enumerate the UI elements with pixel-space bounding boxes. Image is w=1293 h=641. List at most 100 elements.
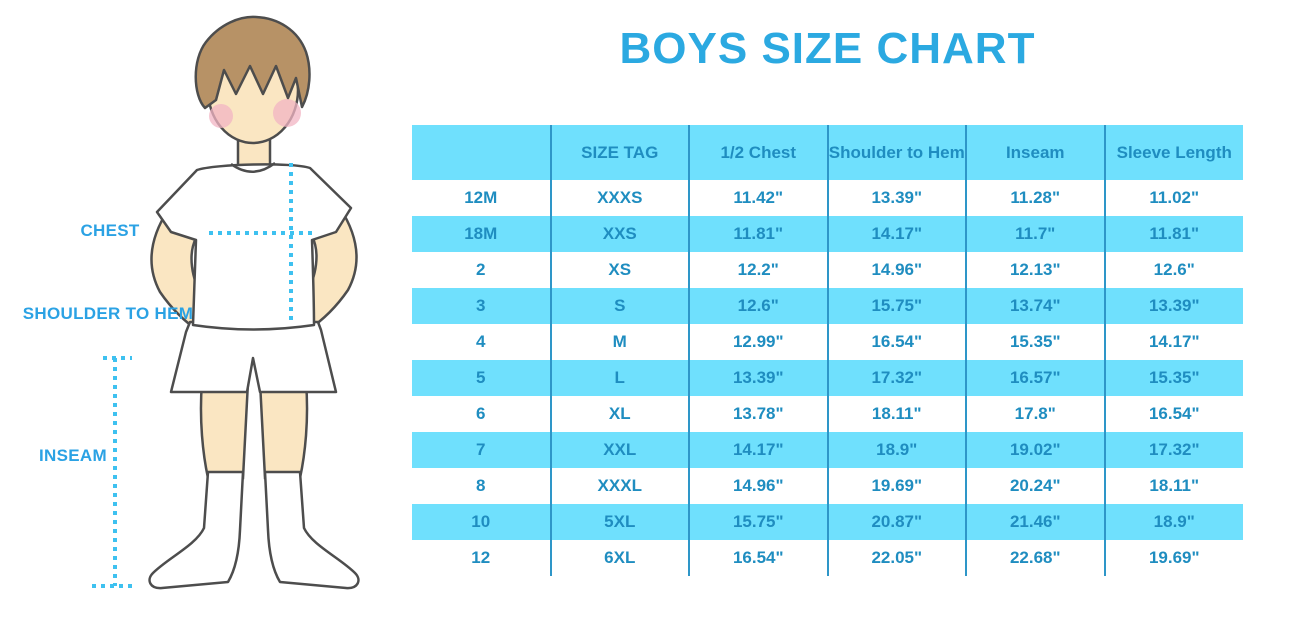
table-row: 2 XS 12.2" 14.96" 12.13" 12.6" bbox=[412, 252, 1243, 288]
table-cell: 19.69" bbox=[826, 468, 966, 504]
header-cell-half-chest: 1/2 Chest bbox=[688, 125, 828, 180]
table-cell: 11.7" bbox=[965, 216, 1105, 252]
table-cell: 15.35" bbox=[965, 324, 1105, 360]
table-cell: 12.6" bbox=[1103, 252, 1243, 288]
table-cell: XXXS bbox=[549, 180, 689, 216]
table-cell: 12.6" bbox=[688, 288, 828, 324]
size-table-body: 12M XXXS 11.42" 13.39" 11.28" 11.02" 18M XXS 11.… bbox=[412, 180, 1243, 576]
table-cell: 11.28" bbox=[965, 180, 1105, 216]
table-cell: 22.05" bbox=[826, 540, 966, 576]
table-cell: 18.9" bbox=[1103, 504, 1243, 540]
table-cell: 15.75" bbox=[826, 288, 966, 324]
table-cell: 2 bbox=[476, 260, 486, 279]
chest-label: CHEST bbox=[80, 221, 140, 240]
table-cell: 14.17" bbox=[688, 432, 828, 468]
table-cell: 11.81" bbox=[688, 216, 828, 252]
table-cell: 14.17" bbox=[826, 216, 966, 252]
table-cell: 17.32" bbox=[1103, 432, 1243, 468]
boy-leg-right bbox=[258, 380, 309, 480]
table-cell: 3 bbox=[412, 288, 551, 324]
shoulder-to-hem-label: SHOULDER TO HEM bbox=[22, 304, 194, 323]
table-cell: 6XL bbox=[549, 540, 689, 576]
table-row: 5 L 13.39" 17.32" 16.57" 15.35" bbox=[412, 360, 1243, 396]
header-row: SIZE TAG 1/2 Chest Shoulder to Hem Insea… bbox=[412, 125, 1243, 180]
table-cell: 22.68" bbox=[965, 540, 1105, 576]
table-cell: 12.13" bbox=[965, 252, 1105, 288]
table-cell: 14.96" bbox=[688, 468, 828, 504]
table-cell: 6 bbox=[476, 404, 486, 423]
table-row: 12M XXXS 11.42" 13.39" 11.28" 11.02" bbox=[412, 180, 1243, 216]
table-cell: XXXL bbox=[549, 468, 689, 504]
boy-blush-right bbox=[273, 99, 301, 127]
table-cell: 16.54" bbox=[826, 324, 966, 360]
table-cell: XXS bbox=[549, 216, 689, 252]
boy-blush-left bbox=[209, 104, 233, 128]
table-cell: 11.81" bbox=[1103, 216, 1243, 252]
table-cell: 19.69" bbox=[1103, 540, 1243, 576]
table-cell: 13.39" bbox=[1103, 288, 1243, 324]
table-row: 8 XXXL 14.96" 19.69" 20.24" 18.11" bbox=[412, 468, 1243, 504]
table-cell: 14.96" bbox=[826, 252, 966, 288]
table-cell: 20.24" bbox=[965, 468, 1105, 504]
table-cell: 16.57" bbox=[965, 360, 1105, 396]
boy-shorts bbox=[169, 320, 338, 394]
table-cell: 18.9" bbox=[826, 432, 966, 468]
boy-hair bbox=[194, 15, 311, 110]
table-cell: 17.8" bbox=[965, 396, 1105, 432]
table-cell: 18.11" bbox=[1103, 468, 1243, 504]
table-cell: 12.2" bbox=[688, 252, 828, 288]
table-cell: 16.54" bbox=[688, 540, 828, 576]
table-cell: 12.99" bbox=[688, 324, 828, 360]
table-cell: 19.02" bbox=[965, 432, 1105, 468]
table-row: 10 5XL 15.75" 20.87" 21.46" 18.9" bbox=[412, 504, 1243, 540]
table-row: 12 6XL 16.54" 22.05" 22.68" 19.69" bbox=[412, 540, 1243, 576]
table-row: 6 XL 13.78" 18.11" 17.8" 16.54" bbox=[412, 396, 1243, 432]
header-cell-inseam: Inseam bbox=[965, 125, 1105, 180]
table-cell: 21.46" bbox=[965, 504, 1105, 540]
table-cell: XL bbox=[549, 396, 689, 432]
table-cell: 10 bbox=[412, 504, 551, 540]
boy-sock-right bbox=[263, 470, 360, 590]
header-cell-shoulder-to-hem: Shoulder to Hem bbox=[826, 125, 966, 180]
page-title: BOYS SIZE CHART bbox=[619, 24, 1036, 73]
table-cell: 11.02" bbox=[1103, 180, 1243, 216]
boy-sock-left bbox=[148, 470, 245, 590]
table-cell: 12 bbox=[471, 548, 491, 567]
table-cell: 14.17" bbox=[1103, 324, 1243, 360]
table-cell: 16.54" bbox=[1103, 396, 1243, 432]
table-cell: 20.87" bbox=[826, 504, 966, 540]
table-cell: 18M bbox=[412, 216, 551, 252]
size-table: SIZE TAG 1/2 Chest Shoulder to Hem Insea… bbox=[412, 125, 1243, 576]
table-cell: 12M bbox=[464, 188, 498, 207]
table-cell: 13.39" bbox=[826, 180, 966, 216]
table-cell: XXL bbox=[549, 432, 689, 468]
table-cell: 13.39" bbox=[688, 360, 828, 396]
table-cell: 18.11" bbox=[826, 396, 966, 432]
boy-arm-left bbox=[150, 208, 205, 334]
table-cell: 5 bbox=[412, 360, 551, 396]
table-cell: 13.74" bbox=[965, 288, 1105, 324]
header-cell-sleeve-length: Sleeve Length bbox=[1103, 125, 1243, 180]
table-row: 3 S 12.6" 15.75" 13.74" 13.39" bbox=[412, 288, 1243, 324]
table-cell: 15.75" bbox=[688, 504, 828, 540]
table-cell: 7 bbox=[412, 432, 551, 468]
table-cell: 15.35" bbox=[1103, 360, 1243, 396]
table-cell: S bbox=[549, 288, 689, 324]
table-cell: L bbox=[549, 360, 689, 396]
table-cell: 13.78" bbox=[688, 396, 828, 432]
table-cell: 4 bbox=[476, 332, 486, 351]
table-cell: 5XL bbox=[549, 504, 689, 540]
header-cell-size bbox=[412, 125, 551, 180]
table-cell: XS bbox=[549, 252, 689, 288]
table-row: 18M XXS 11.81" 14.17" 11.7" 11.81" bbox=[412, 216, 1243, 252]
boy-illustration bbox=[92, 15, 360, 590]
header-cell-size-tag: SIZE TAG bbox=[549, 125, 689, 180]
table-cell: 17.32" bbox=[826, 360, 966, 396]
table-row: 4 M 12.99" 16.54" 15.35" 14.17" bbox=[412, 324, 1243, 360]
table-row: 7 XXL 14.17" 18.9" 19.02" 17.32" bbox=[412, 432, 1243, 468]
size-table-header: SIZE TAG 1/2 Chest Shoulder to Hem Insea… bbox=[412, 125, 1243, 180]
table-cell: 11.42" bbox=[688, 180, 828, 216]
inseam-label: INSEAM bbox=[39, 446, 107, 465]
table-cell: M bbox=[549, 324, 689, 360]
boy-leg-left bbox=[199, 380, 250, 480]
